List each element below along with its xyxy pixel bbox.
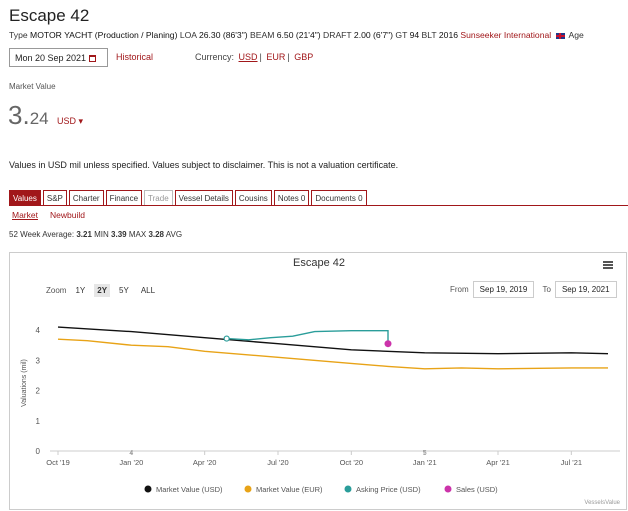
main-tabs: Values S&P Charter Finance Trade Vessel … bbox=[9, 190, 369, 205]
legend-marker bbox=[344, 485, 352, 493]
legend-label: Market Value (EUR) bbox=[256, 485, 323, 494]
zoom-controls: Zoom 1Y 2Y 5Y ALL bbox=[46, 284, 158, 297]
week-average-stats: 52 Week Average: 3.21 MIN 3.39 MAX 3.28 … bbox=[9, 230, 183, 239]
legend-label: Market Value (USD) bbox=[156, 485, 223, 494]
calendar-icon bbox=[89, 55, 97, 62]
tab-finance[interactable]: Finance bbox=[105, 190, 143, 205]
currency-gbp[interactable]: GBP bbox=[294, 52, 314, 62]
series-line bbox=[57, 338, 608, 370]
legend-label: Asking Price (USD) bbox=[356, 485, 421, 494]
subtab-newbuild[interactable]: Newbuild bbox=[49, 210, 85, 220]
tab-charter[interactable]: Charter bbox=[68, 190, 104, 205]
series-line bbox=[226, 329, 389, 344]
x-annotation: 4 bbox=[129, 450, 133, 457]
tab-cousins[interactable]: Cousins bbox=[234, 190, 272, 205]
tab-values[interactable]: Values bbox=[9, 190, 41, 205]
x-tick-label: Oct '19 bbox=[46, 458, 70, 467]
x-tick-label: Jan '21 bbox=[413, 458, 437, 467]
x-tick-label: Apr '20 bbox=[193, 458, 217, 467]
legend-marker bbox=[244, 485, 252, 493]
chart-title: Escape 42 bbox=[293, 257, 345, 269]
x-tick-label: Jul '20 bbox=[267, 458, 288, 467]
tab-divider bbox=[9, 205, 628, 206]
zoom-1y-button[interactable]: 1Y bbox=[75, 286, 86, 295]
zoom-2y-button[interactable]: 2Y bbox=[94, 284, 111, 297]
currency-usd[interactable]: USD bbox=[238, 52, 258, 62]
y-tick-label: 3 bbox=[36, 356, 41, 365]
y-axis-label: Valuations (mil) bbox=[21, 359, 28, 407]
subtab-market[interactable]: Market bbox=[12, 210, 38, 220]
market-value-label: Market Value bbox=[9, 82, 56, 91]
legend-marker bbox=[444, 485, 452, 493]
y-tick-label: 4 bbox=[36, 326, 41, 335]
zoom-5y-button[interactable]: 5Y bbox=[119, 286, 129, 295]
currency-eur[interactable]: EUR bbox=[266, 52, 286, 62]
date-range: From Sep 19, 2019 To Sep 19, 2021 bbox=[450, 281, 617, 298]
vessel-spec-line: Type MOTOR YACHT (Production / Planing) … bbox=[9, 30, 584, 40]
series-line bbox=[57, 326, 609, 355]
valuation-chart-panel: Escape 42 Zoom 1Y 2Y 5Y ALL From Sep 19, … bbox=[9, 252, 627, 510]
y-tick-label: 0 bbox=[36, 447, 41, 456]
tab-documents[interactable]: Documents 0 bbox=[311, 190, 367, 205]
x-tick-label: Oct '20 bbox=[340, 458, 364, 467]
legend-label: Sales (USD) bbox=[456, 485, 498, 494]
x-tick-label: Jul '21 bbox=[561, 458, 582, 467]
valuation-date-picker[interactable]: Mon 20 Sep 2021 bbox=[9, 48, 108, 67]
chart-credit: VesselsValue bbox=[584, 500, 620, 506]
sub-tabs: Market Newbuild bbox=[12, 210, 97, 220]
x-tick-label: Jan '20 bbox=[119, 458, 143, 467]
y-tick-label: 1 bbox=[36, 417, 41, 426]
tab-vessel-details[interactable]: Vessel Details bbox=[174, 190, 233, 205]
y-tick-label: 2 bbox=[36, 387, 41, 396]
disclaimer-note: Values in USD mil unless specified. Valu… bbox=[9, 160, 399, 170]
uk-flag-icon bbox=[555, 32, 565, 39]
builder-link[interactable]: Sunseeker International bbox=[460, 30, 552, 40]
currency-selector: Currency: USD | EUR | GBP bbox=[195, 52, 314, 62]
legend-marker bbox=[144, 485, 152, 493]
series-point bbox=[223, 335, 230, 342]
chart-menu-icon[interactable] bbox=[603, 261, 613, 269]
tab-sp[interactable]: S&P bbox=[42, 190, 67, 205]
from-date-input[interactable]: Sep 19, 2019 bbox=[472, 281, 535, 298]
market-value-currency-dropdown[interactable]: USD ▾ bbox=[57, 116, 84, 126]
series-point bbox=[384, 340, 392, 348]
historical-link[interactable]: Historical bbox=[116, 52, 154, 62]
x-tick-label: Apr '21 bbox=[486, 458, 510, 467]
x-annotation: 5 bbox=[423, 450, 427, 457]
tab-trade[interactable]: Trade bbox=[144, 190, 173, 205]
zoom-all-button[interactable]: ALL bbox=[140, 286, 156, 295]
to-date-input[interactable]: Sep 19, 2021 bbox=[554, 281, 617, 298]
market-value: 3.24 bbox=[8, 100, 49, 130]
valuation-chart[interactable]: 0 1 2 3 4 Valuations (mil) Oct '19 Jan '20 Apr '… bbox=[10, 253, 628, 511]
tab-notes[interactable]: Notes 0 bbox=[273, 190, 310, 205]
vessel-title: Escape 42 bbox=[9, 6, 90, 25]
